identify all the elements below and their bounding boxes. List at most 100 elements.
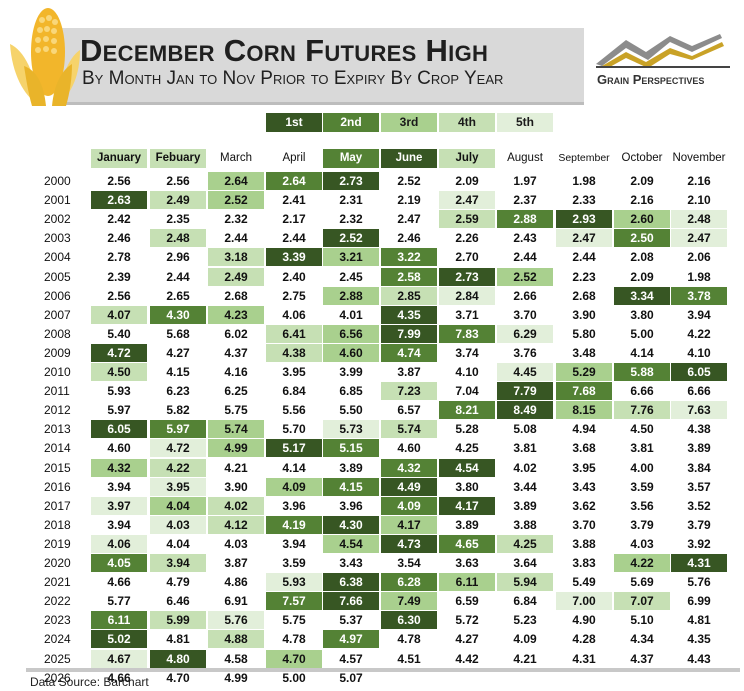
table-cell: 5.75 (282, 613, 306, 628)
table-cell: 4.37 (224, 345, 248, 360)
table-cell: 2.59 (439, 210, 495, 229)
table-cell: 6.25 (224, 384, 248, 399)
table-cell: 3.97 (91, 496, 147, 515)
row-year: 2018 (44, 517, 71, 532)
table-cell: 4.50 (91, 363, 147, 381)
table-cell: 2.44 (224, 231, 248, 246)
column-header-march: March (220, 152, 252, 164)
table-cell: 6.29 (497, 324, 553, 343)
table-cell: 4.28 (572, 632, 596, 647)
page-subtitle: By Month Jan to Nov Prior to Expiry By C… (82, 68, 504, 89)
table-cell: 4.30 (323, 515, 379, 534)
table-cell: 2.47 (671, 229, 727, 248)
table-cell: 2.46 (107, 231, 131, 246)
table-cell: 4.35 (687, 632, 711, 647)
table-cell: 2.58 (381, 267, 437, 286)
table-cell: 4.45 (497, 363, 553, 381)
table-cell: 4.32 (381, 458, 437, 477)
table-cell: 3.87 (397, 365, 421, 379)
row-year: 2000 (44, 174, 71, 188)
row-year: 2006 (44, 288, 71, 303)
table-cell: 3.88 (513, 517, 537, 532)
table-cell: 4.38 (266, 343, 322, 362)
table-cell: 2.56 (107, 288, 131, 303)
table-cell: 5.40 (107, 326, 131, 341)
table-cell: 2.32 (339, 212, 363, 227)
table-cell: 2.09 (455, 174, 479, 188)
table-cell: 2.49 (208, 267, 264, 286)
table-cell: 3.95 (150, 477, 206, 496)
table-cell: 4.05 (91, 554, 147, 572)
table-cell: 2.52 (323, 229, 379, 248)
table-cell: 4.10 (455, 365, 479, 379)
table-cell: 2.84 (439, 286, 495, 305)
table-cell: 4.94 (572, 422, 596, 437)
table-cell: 3.95 (282, 365, 306, 379)
table-cell: 3.70 (572, 517, 596, 532)
table-cell: 5.17 (266, 439, 322, 458)
row-year: 2003 (44, 231, 71, 246)
table-cell: 2.35 (166, 212, 190, 227)
row-year: 2007 (44, 307, 71, 322)
table-cell: 4.60 (107, 441, 131, 456)
table-cell: 4.16 (224, 365, 248, 379)
table-cell: 2.85 (381, 286, 437, 305)
legend-rank-1: 1st (266, 113, 322, 132)
row-year: 2002 (44, 212, 71, 227)
table-cell: 2.31 (339, 193, 363, 208)
table-cell: 4.90 (572, 613, 596, 628)
table-cell: 6.41 (266, 324, 322, 343)
table-cell: 5.00 (282, 670, 306, 685)
table-cell: 2.96 (166, 250, 190, 265)
table-cell: 4.81 (166, 632, 190, 647)
table-cell: 6.05 (91, 420, 147, 439)
table-cell: 4.31 (572, 651, 596, 666)
table-cell: 5.74 (208, 420, 264, 439)
table-cell: 6.84 (282, 384, 306, 399)
row-year: 2023 (44, 613, 71, 628)
legend-rank-2: 2nd (323, 113, 379, 132)
table-cell: 3.92 (687, 536, 711, 551)
table-cell: 5.97 (107, 403, 131, 418)
table-cell: 2.56 (166, 174, 190, 188)
table-cell: 3.43 (572, 479, 596, 494)
table-cell: 6.23 (166, 384, 190, 399)
table-cell: 4.31 (671, 554, 727, 572)
table-cell: 4.34 (630, 632, 654, 647)
table-cell: 4.14 (630, 345, 654, 360)
table-cell: 4.80 (150, 649, 206, 668)
table-cell: 7.66 (323, 592, 379, 611)
table-cell: 2.47 (397, 212, 421, 227)
table-cell: 2.44 (572, 250, 596, 265)
table-cell: 6.56 (323, 324, 379, 343)
title-band (60, 28, 584, 105)
table-cell: 4.99 (224, 670, 248, 685)
table-cell: 5.94 (497, 573, 553, 592)
column-header-october: October (621, 152, 663, 164)
row-year: 2001 (44, 193, 71, 208)
table-cell: 7.63 (671, 401, 727, 420)
table-cell: 6.38 (323, 573, 379, 592)
table-cell: 4.37 (630, 651, 654, 666)
table-cell: 5.00 (630, 326, 654, 341)
table-cell: 4.14 (282, 460, 306, 475)
table-cell: 2.88 (323, 286, 379, 305)
table-cell: 5.93 (107, 384, 131, 399)
table-cell: 1.98 (572, 174, 596, 188)
table-cell: 2.52 (497, 267, 553, 286)
table-cell: 4.12 (208, 515, 264, 534)
table-cell: 2.68 (224, 288, 248, 303)
table-cell: 3.56 (630, 498, 654, 513)
table-cell: 5.73 (323, 420, 379, 439)
table-cell: 4.35 (381, 305, 437, 324)
row-year: 2021 (44, 575, 71, 590)
table-cell: 2.73 (323, 172, 379, 190)
table-cell: 2.40 (282, 269, 306, 284)
table-cell: 3.54 (397, 556, 421, 570)
table-cell: 4.66 (107, 575, 131, 590)
table-cell: 8.15 (556, 401, 612, 420)
row-year: 2025 (44, 651, 71, 666)
table-cell: 3.88 (572, 536, 596, 551)
table-cell: 4.02 (513, 460, 537, 475)
table-cell: 3.70 (513, 307, 537, 322)
